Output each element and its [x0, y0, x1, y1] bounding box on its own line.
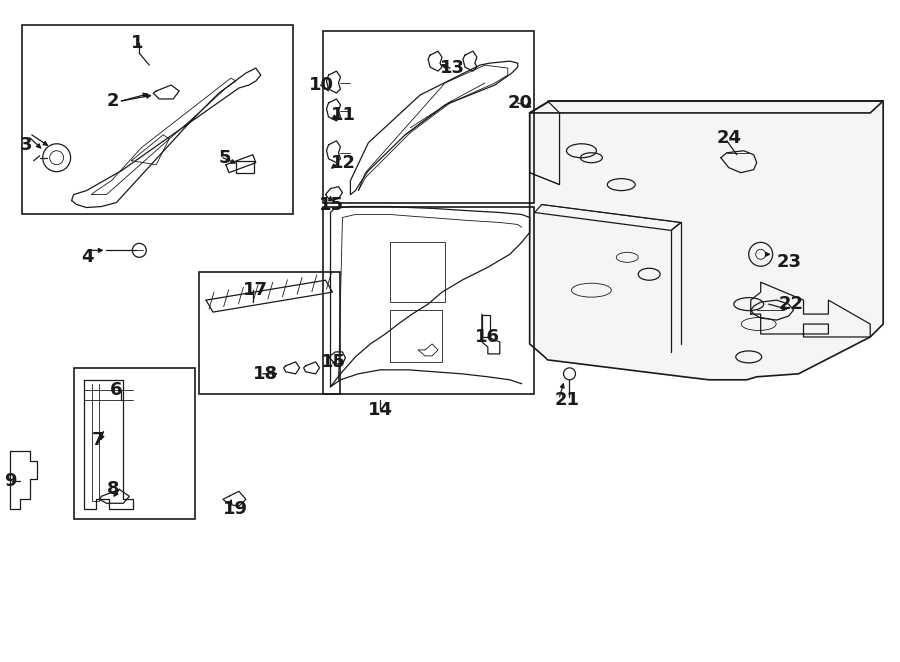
Text: 17: 17 — [243, 281, 268, 299]
Text: 5: 5 — [219, 149, 231, 167]
Bar — [391, 242, 445, 302]
Bar — [391, 310, 442, 362]
Text: 10: 10 — [309, 76, 334, 94]
Text: 15: 15 — [320, 353, 346, 371]
Bar — [74, 368, 195, 519]
Text: 12: 12 — [330, 154, 356, 171]
Polygon shape — [530, 101, 883, 113]
Text: 9: 9 — [4, 473, 16, 491]
Text: 21: 21 — [554, 391, 580, 408]
Text: 24: 24 — [717, 129, 742, 147]
Text: 11: 11 — [330, 106, 356, 124]
Text: 2: 2 — [106, 92, 119, 110]
Text: 7: 7 — [92, 430, 104, 449]
Bar — [322, 207, 534, 394]
Text: 23: 23 — [777, 254, 802, 271]
Bar — [199, 272, 340, 394]
Text: 20: 20 — [508, 94, 533, 112]
Text: 8: 8 — [106, 481, 119, 498]
Text: 1: 1 — [131, 34, 144, 52]
Text: 13: 13 — [440, 59, 465, 77]
Bar — [322, 31, 534, 203]
Bar — [22, 25, 292, 214]
Text: 4: 4 — [82, 248, 94, 266]
Text: 19: 19 — [223, 500, 248, 518]
Text: 16: 16 — [475, 328, 500, 346]
Bar — [482, 315, 490, 337]
Text: 3: 3 — [20, 136, 32, 154]
Text: 22: 22 — [778, 295, 804, 313]
Text: 18: 18 — [253, 365, 278, 383]
Polygon shape — [530, 101, 883, 380]
Text: 14: 14 — [368, 401, 393, 418]
Bar — [236, 161, 254, 173]
Text: 15: 15 — [319, 195, 344, 214]
Text: 6: 6 — [110, 381, 122, 399]
